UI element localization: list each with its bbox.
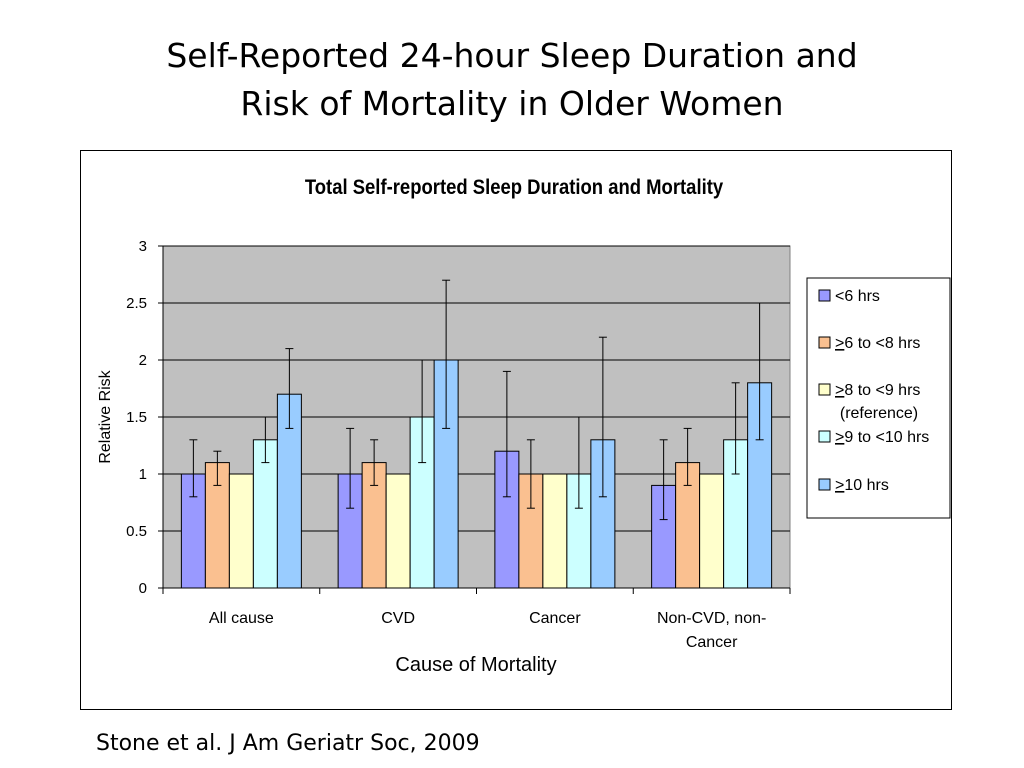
bar bbox=[180, 473, 206, 589]
x-tick-label: CVD bbox=[381, 610, 415, 627]
legend-label: >9 to <10 hrs bbox=[835, 429, 929, 446]
y-tick-label: 1 bbox=[139, 466, 147, 483]
legend-label: >8 to <9 hrs bbox=[835, 382, 920, 399]
legend-swatch bbox=[818, 383, 831, 396]
legend-swatch bbox=[818, 430, 831, 443]
x-tick-label: Cancer bbox=[686, 634, 738, 651]
bar bbox=[252, 439, 278, 589]
legend-box bbox=[806, 277, 951, 519]
bar bbox=[385, 473, 411, 589]
bar bbox=[228, 473, 254, 589]
chart-title: Total Self-reported Sleep Duration and M… bbox=[305, 176, 723, 199]
bar bbox=[699, 473, 725, 589]
slide-title-line-1: Self-Reported 24-hour Sleep Duration and bbox=[166, 36, 858, 75]
slide-title-line-2: Risk of Mortality in Older Women bbox=[240, 84, 784, 123]
y-tick-label: 1.5 bbox=[126, 409, 147, 426]
y-tick-label: 2.5 bbox=[126, 295, 147, 312]
citation: Stone et al. J Am Geriatr Soc, 2009 bbox=[96, 731, 480, 756]
legend-swatch bbox=[818, 289, 831, 302]
legend-label: <6 hrs bbox=[835, 288, 880, 305]
y-tick-label: 0.5 bbox=[126, 523, 147, 540]
x-axis-label: Cause of Mortality bbox=[395, 654, 556, 676]
x-tick-label: Non-CVD, non- bbox=[657, 610, 766, 627]
slide-title: Self-Reported 24-hour Sleep Duration and… bbox=[0, 32, 1024, 128]
legend-label: (reference) bbox=[840, 405, 918, 422]
y-tick-label: 3 bbox=[139, 238, 147, 255]
y-axis-label: Relative Risk bbox=[97, 369, 114, 463]
y-tick-label: 0 bbox=[139, 580, 147, 597]
legend-swatch bbox=[818, 336, 831, 349]
x-tick-label: All cause bbox=[209, 610, 274, 627]
legend-label: >10 hrs bbox=[835, 477, 889, 494]
bar bbox=[542, 473, 568, 589]
legend-label: >6 to <8 hrs bbox=[835, 335, 920, 352]
x-tick-label: Cancer bbox=[529, 610, 581, 627]
y-tick-label: 2 bbox=[139, 352, 147, 369]
legend-swatch bbox=[818, 478, 831, 491]
